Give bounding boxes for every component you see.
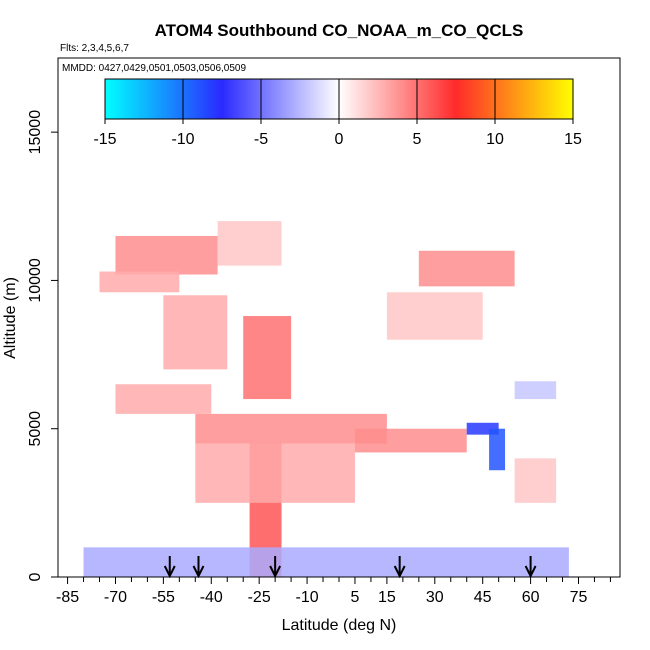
field-cell <box>514 458 557 503</box>
arrow-head-icon <box>163 565 176 579</box>
field-cell <box>99 271 180 293</box>
y-tick-label: 0 <box>27 572 44 581</box>
y-tick-label: 5000 <box>27 411 44 447</box>
field-cell <box>195 443 355 503</box>
x-tick-label: -10 <box>296 589 319 606</box>
y-axis-label: Altitude (m) <box>2 277 19 359</box>
x-tick-label: 60 <box>522 589 540 606</box>
colorbar-ticks: -15 -10 -5 0 5 10 15 <box>93 79 582 148</box>
arrow-head-icon <box>524 565 537 579</box>
x-axis: -85 -70 -55 -40 -25 -10 5 15 30 45 60 75 <box>56 577 611 606</box>
flights-label: Flts: 2,3,4,5,6,7 <box>60 43 129 54</box>
x-tick-label: -85 <box>56 589 79 606</box>
flight-arrows <box>163 556 537 579</box>
colorbar-tick-label: 15 <box>564 131 582 148</box>
colorbar-tick-label: 5 <box>413 131 422 148</box>
x-axis-label: Latitude (deg N) <box>282 617 397 634</box>
colorbar-tick-label: -10 <box>171 131 194 148</box>
x-tick-label: -55 <box>152 589 175 606</box>
x-tick-label: 15 <box>378 589 396 606</box>
dates-label: MMDD: 0427,0429,0501,0503,0506,0509 <box>62 63 246 74</box>
x-tick-label: 45 <box>474 589 492 606</box>
y-axis: 0 5000 10000 15000 <box>27 110 58 581</box>
x-tick-label: -40 <box>200 589 223 606</box>
field-cell <box>243 316 292 400</box>
chart-title: ATOM4 Southbound CO_NOAA_m_CO_QCLS <box>155 21 524 40</box>
field-cell <box>354 428 467 453</box>
field-cell <box>466 422 499 435</box>
field-cell <box>83 547 569 577</box>
colorbar-tick-label: 10 <box>486 131 504 148</box>
x-tick-label: -25 <box>248 589 271 606</box>
field-cell <box>115 235 218 275</box>
field-cell <box>514 381 557 400</box>
x-tick-label: 30 <box>426 589 444 606</box>
field-cell <box>489 428 506 471</box>
y-tick-label: 10000 <box>27 258 44 303</box>
field-cell <box>217 221 282 266</box>
arrow-head-icon <box>269 565 282 579</box>
field-cell <box>386 292 483 340</box>
x-tick-label: -70 <box>104 589 127 606</box>
x-tick-label: 5 <box>351 589 360 606</box>
arrow-head-icon <box>393 565 406 579</box>
colorbar-tick-label: -5 <box>254 131 268 148</box>
arrow-head-icon <box>192 565 205 579</box>
field-cell <box>163 295 228 370</box>
difference-field <box>83 221 569 577</box>
y-tick-label: 15000 <box>27 110 44 155</box>
colorbar-tick-label: 0 <box>335 131 344 148</box>
field-cell <box>115 384 212 414</box>
colorbar-tick-label: -15 <box>93 131 116 148</box>
x-tick-label: 75 <box>570 589 588 606</box>
field-cell <box>418 250 515 287</box>
